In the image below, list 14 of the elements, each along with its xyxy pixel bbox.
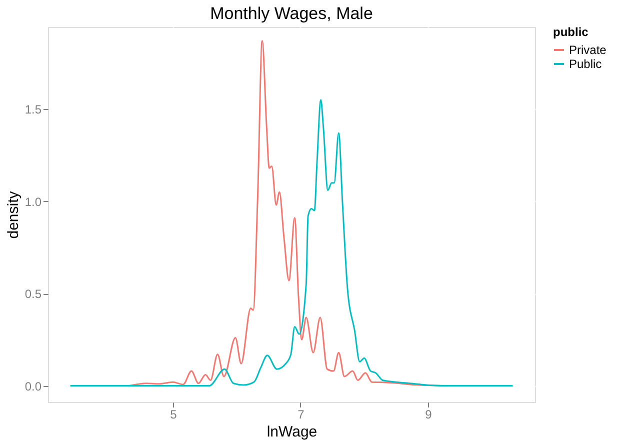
x-tick-label: 5 (170, 408, 178, 422)
y-axis-title: density (4, 190, 22, 239)
legend-label: Private (569, 43, 607, 57)
y-tick-label: 1.0 (24, 194, 42, 209)
y-tick-label: 0.0 (24, 379, 42, 394)
x-axis-title: lnWage (266, 424, 318, 440)
line-series (70, 99, 514, 387)
x-tick-label: 7 (298, 408, 305, 422)
y-tick-label: 1.5 (24, 102, 42, 117)
chart-title: Monthly Wages, Male (210, 4, 373, 23)
x-tick-label: 9 (425, 408, 432, 422)
y-tick-label: 0.5 (24, 287, 42, 302)
legend-title: public (553, 25, 589, 39)
legend-label: Public (569, 57, 602, 71)
